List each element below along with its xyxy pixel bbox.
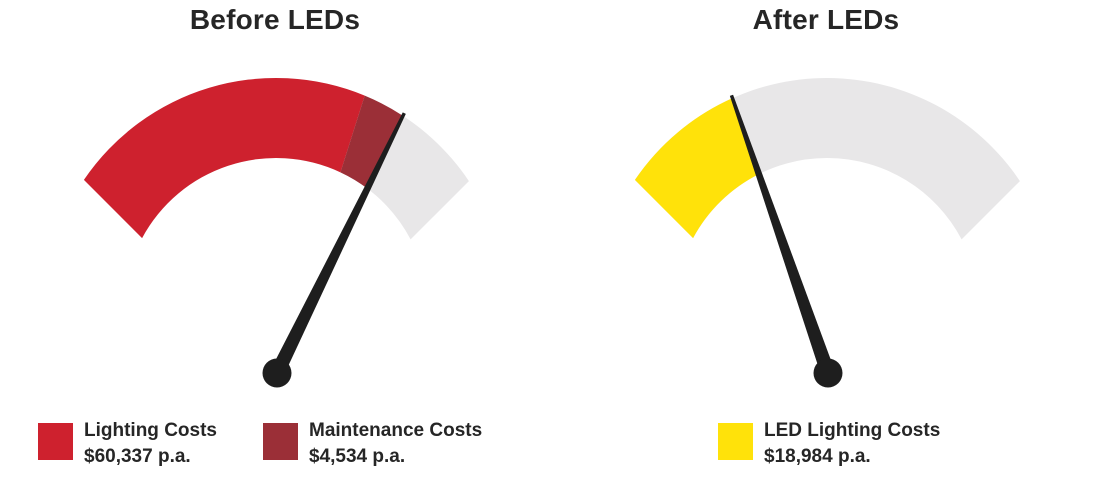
legend-label-led-lighting-costs: LED Lighting Costs (764, 420, 941, 441)
panel-after-leds: After LEDs LED Lighting Costs $18,984 p.… (551, 0, 1101, 486)
gauge-needle-hub (813, 358, 843, 388)
legend-item-lighting-costs: Lighting Costs $60,337 p.a. (38, 418, 217, 470)
legend-value-maintenance-costs: $4,534 p.a. (309, 446, 406, 467)
panel-before-leds: Before LEDs Lighting Costs $60,337 p.a. … (0, 0, 550, 486)
gauge-needle (729, 94, 835, 376)
legend-swatch-led-lighting-costs (718, 423, 753, 460)
legend-item-led-lighting-costs: LED Lighting Costs $18,984 p.a. (718, 418, 940, 470)
chart-title-before: Before LEDs (189, 4, 361, 35)
legend-item-maintenance-costs: Maintenance Costs $4,534 p.a. (263, 418, 482, 470)
gauge-needle-hub (262, 358, 292, 388)
legend-swatch-lighting-costs (38, 423, 73, 460)
gauge-segment-lighting-costs (83, 77, 365, 239)
gauge-chart-after (634, 78, 1020, 388)
gauge-chart-before (83, 77, 469, 388)
gauge-needle (270, 112, 406, 377)
legend-value-lighting-costs: $60,337 p.a. (84, 446, 191, 467)
gauge-segment-led-lighting-costs (634, 98, 759, 239)
legend-swatch-maintenance-costs (263, 423, 298, 460)
legend-label-lighting-costs: Lighting Costs (84, 420, 217, 441)
legend-label-maintenance-costs: Maintenance Costs (309, 420, 483, 441)
legend-value-led-lighting-costs: $18,984 p.a. (764, 446, 871, 467)
chart-title-after: After LEDs (752, 4, 900, 35)
gauge-segment-maintenance-costs (340, 95, 403, 189)
